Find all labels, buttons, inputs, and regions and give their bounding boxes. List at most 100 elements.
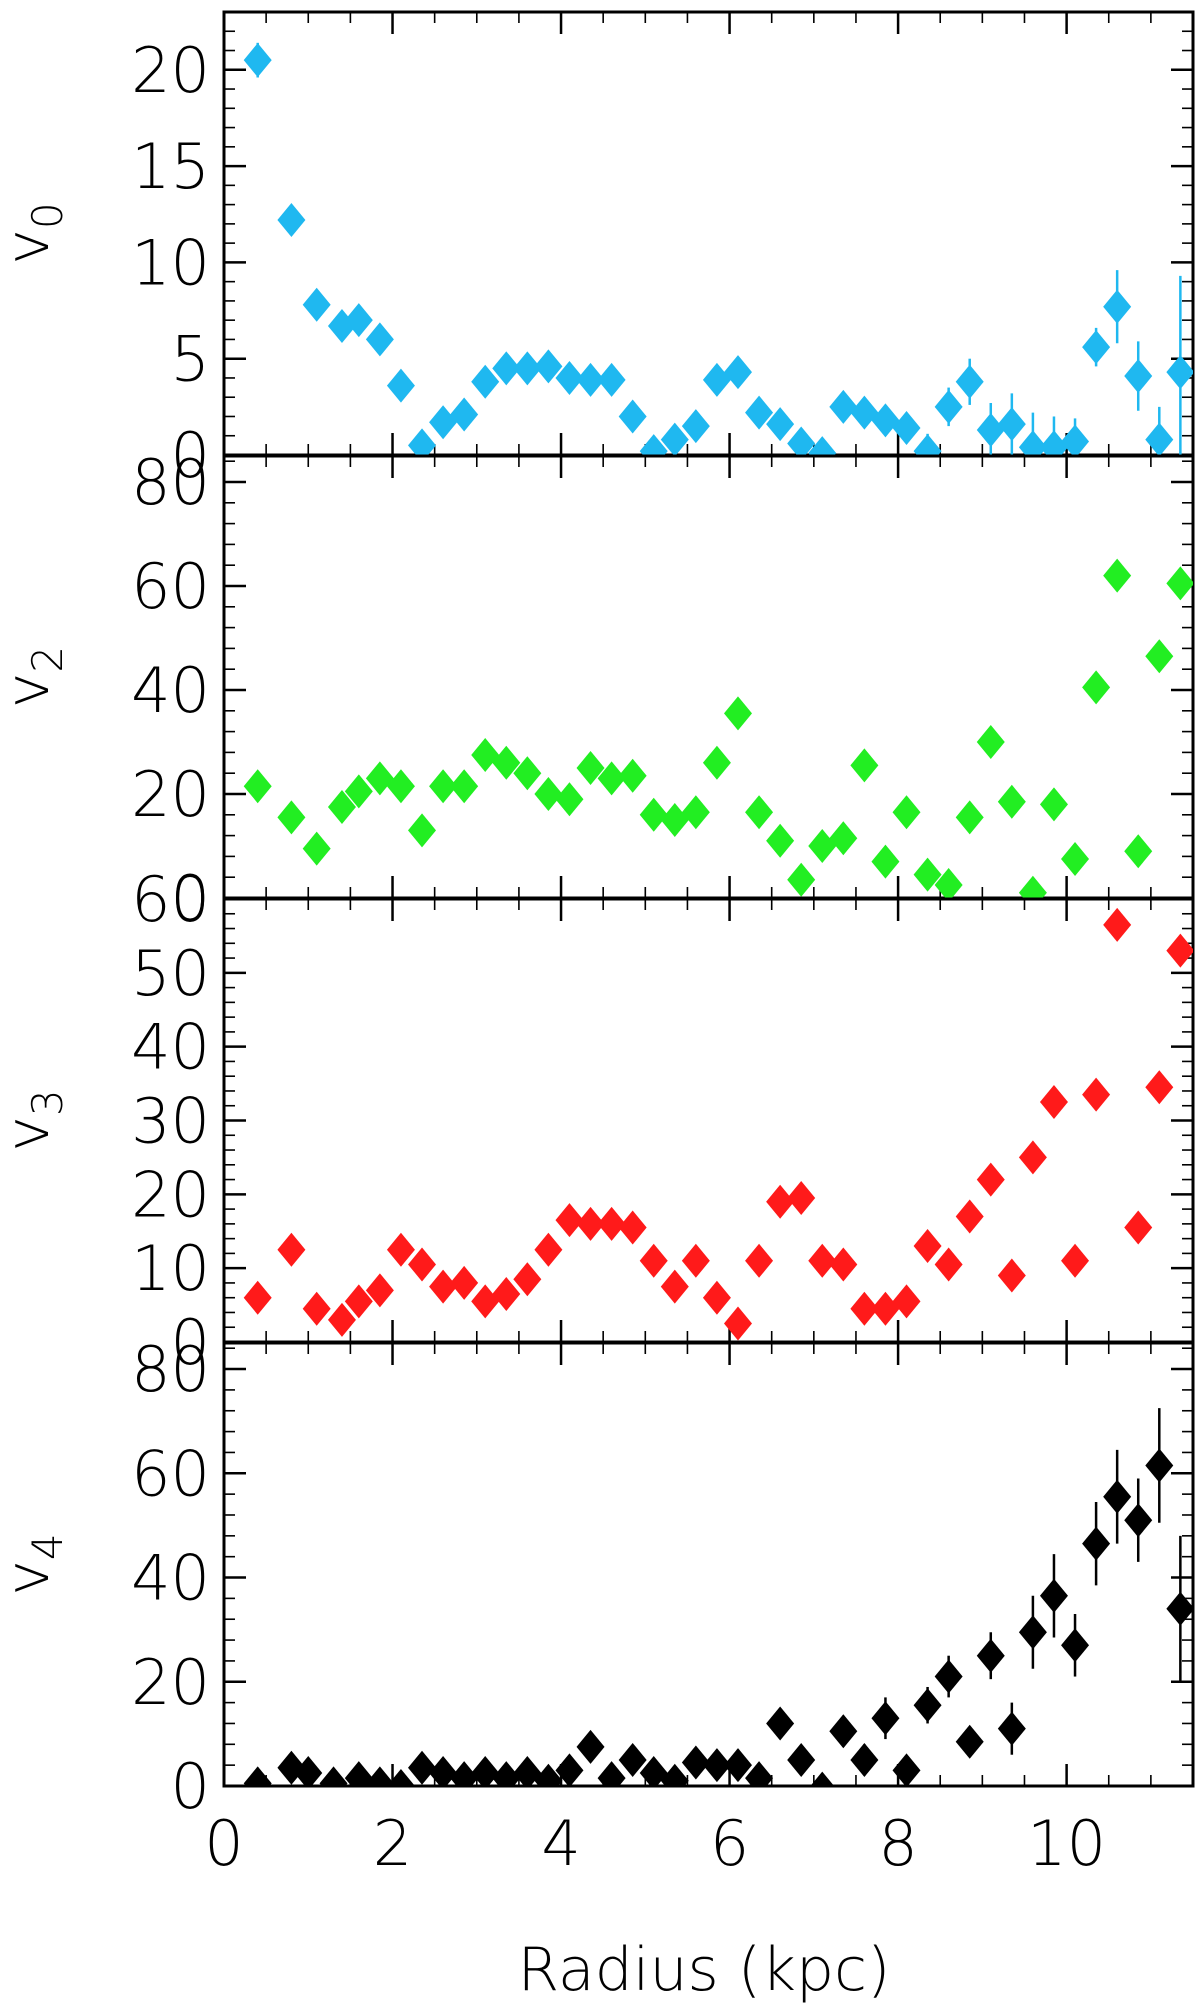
data-point <box>955 364 984 399</box>
panel-1: 0 20 40 60 80 v2 <box>0 446 1195 935</box>
data-point <box>576 751 605 785</box>
data-point <box>555 1203 584 1238</box>
data-point <box>702 1748 731 1783</box>
data-point <box>871 844 900 879</box>
data-point <box>450 769 479 804</box>
data-point <box>1082 330 1111 365</box>
y-tick-label: 60 <box>131 550 210 623</box>
data-point <box>1145 1448 1174 1483</box>
data-point <box>850 395 879 430</box>
y-tick-label: 60 <box>131 863 210 936</box>
x-tick-label: 0 <box>204 1807 243 1880</box>
data-point <box>892 1284 921 1319</box>
data-point <box>243 1280 272 1315</box>
data-point <box>408 1247 437 1282</box>
data-point <box>808 1243 837 1278</box>
y-tick-label: 20 <box>131 1158 210 1231</box>
y-tick-label: 40 <box>131 654 210 727</box>
panel-frame <box>222 1341 1195 1788</box>
data-point <box>1018 430 1047 455</box>
plot-layer: 05101520v0020406080v20102030405060v30204… <box>0 10 1195 1880</box>
data-point <box>976 412 1005 447</box>
x-axis-label: Radius (kpc) <box>518 1935 891 2005</box>
data-point <box>327 790 356 824</box>
data-point <box>618 399 647 434</box>
data-point <box>1124 359 1153 394</box>
data-point <box>555 782 584 817</box>
data-point <box>808 436 837 455</box>
data-point <box>576 1729 605 1764</box>
data-point <box>408 1750 437 1785</box>
data-point <box>639 797 668 832</box>
data-point <box>934 868 963 898</box>
data-point <box>492 745 521 780</box>
data-point <box>997 1258 1026 1293</box>
data-point <box>702 1280 731 1315</box>
data-point <box>597 761 626 796</box>
data-point <box>997 1711 1026 1746</box>
data-point <box>871 403 900 438</box>
data-point <box>365 1273 394 1308</box>
data-point <box>1061 1243 1090 1278</box>
data-point <box>997 407 1026 442</box>
data-point <box>277 203 306 238</box>
data-point <box>660 422 689 455</box>
y-tick-label: 20 <box>131 34 210 107</box>
data-point <box>1145 422 1174 455</box>
data-point <box>1145 639 1174 674</box>
data-series <box>243 1408 1193 1786</box>
data-point <box>766 1706 795 1741</box>
data-point <box>243 769 272 804</box>
data-point <box>618 1742 647 1777</box>
y-tick-label: 20 <box>131 758 210 831</box>
data-point <box>597 1761 626 1786</box>
data-point <box>408 813 437 848</box>
data-point <box>681 1745 710 1780</box>
y-tick-label: 40 <box>131 1011 210 1084</box>
data-point <box>492 1761 521 1786</box>
data-point <box>365 761 394 796</box>
data-point <box>892 795 921 830</box>
data-point <box>408 428 437 455</box>
data-point <box>597 1206 626 1241</box>
data-point <box>1082 670 1111 705</box>
y-tick-label: 50 <box>131 937 210 1010</box>
data-point <box>1082 1526 1111 1561</box>
y-tick-label: 15 <box>131 130 210 203</box>
y-tick-label: 10 <box>131 226 210 299</box>
data-series <box>243 42 1193 455</box>
data-point <box>344 774 373 809</box>
data-point <box>934 389 963 424</box>
data-point <box>243 1766 272 1786</box>
data-point <box>513 1755 542 1786</box>
data-point <box>723 1748 752 1783</box>
data-point <box>976 1638 1005 1673</box>
x-tick-label: 6 <box>710 1807 749 1880</box>
data-point <box>681 795 710 830</box>
data-point <box>618 1210 647 1245</box>
data-point <box>810 1771 835 1786</box>
data-point <box>829 1247 858 1282</box>
data-point <box>302 831 331 866</box>
panel-0: 0 5 10 15 20 v0 <box>0 10 1195 492</box>
data-point <box>892 411 921 446</box>
y-tick-label: 80 <box>131 1333 210 1406</box>
data-point <box>534 1763 563 1786</box>
data-point <box>766 1184 795 1219</box>
data-point <box>471 364 500 399</box>
data-point <box>1061 424 1090 455</box>
data-point <box>344 1284 373 1319</box>
x-tick-label: 4 <box>541 1807 580 1880</box>
data-point <box>1018 1140 1047 1175</box>
data-point <box>576 362 605 397</box>
data-point <box>1124 834 1153 869</box>
data-point <box>702 362 731 397</box>
y-tick-label: 40 <box>131 1542 210 1615</box>
y-axis-label: v0 <box>0 202 72 264</box>
data-point <box>386 1232 415 1267</box>
data-point <box>787 862 816 897</box>
data-point <box>597 362 626 397</box>
y-tick-label: 80 <box>131 446 210 519</box>
data-point <box>471 1284 500 1319</box>
